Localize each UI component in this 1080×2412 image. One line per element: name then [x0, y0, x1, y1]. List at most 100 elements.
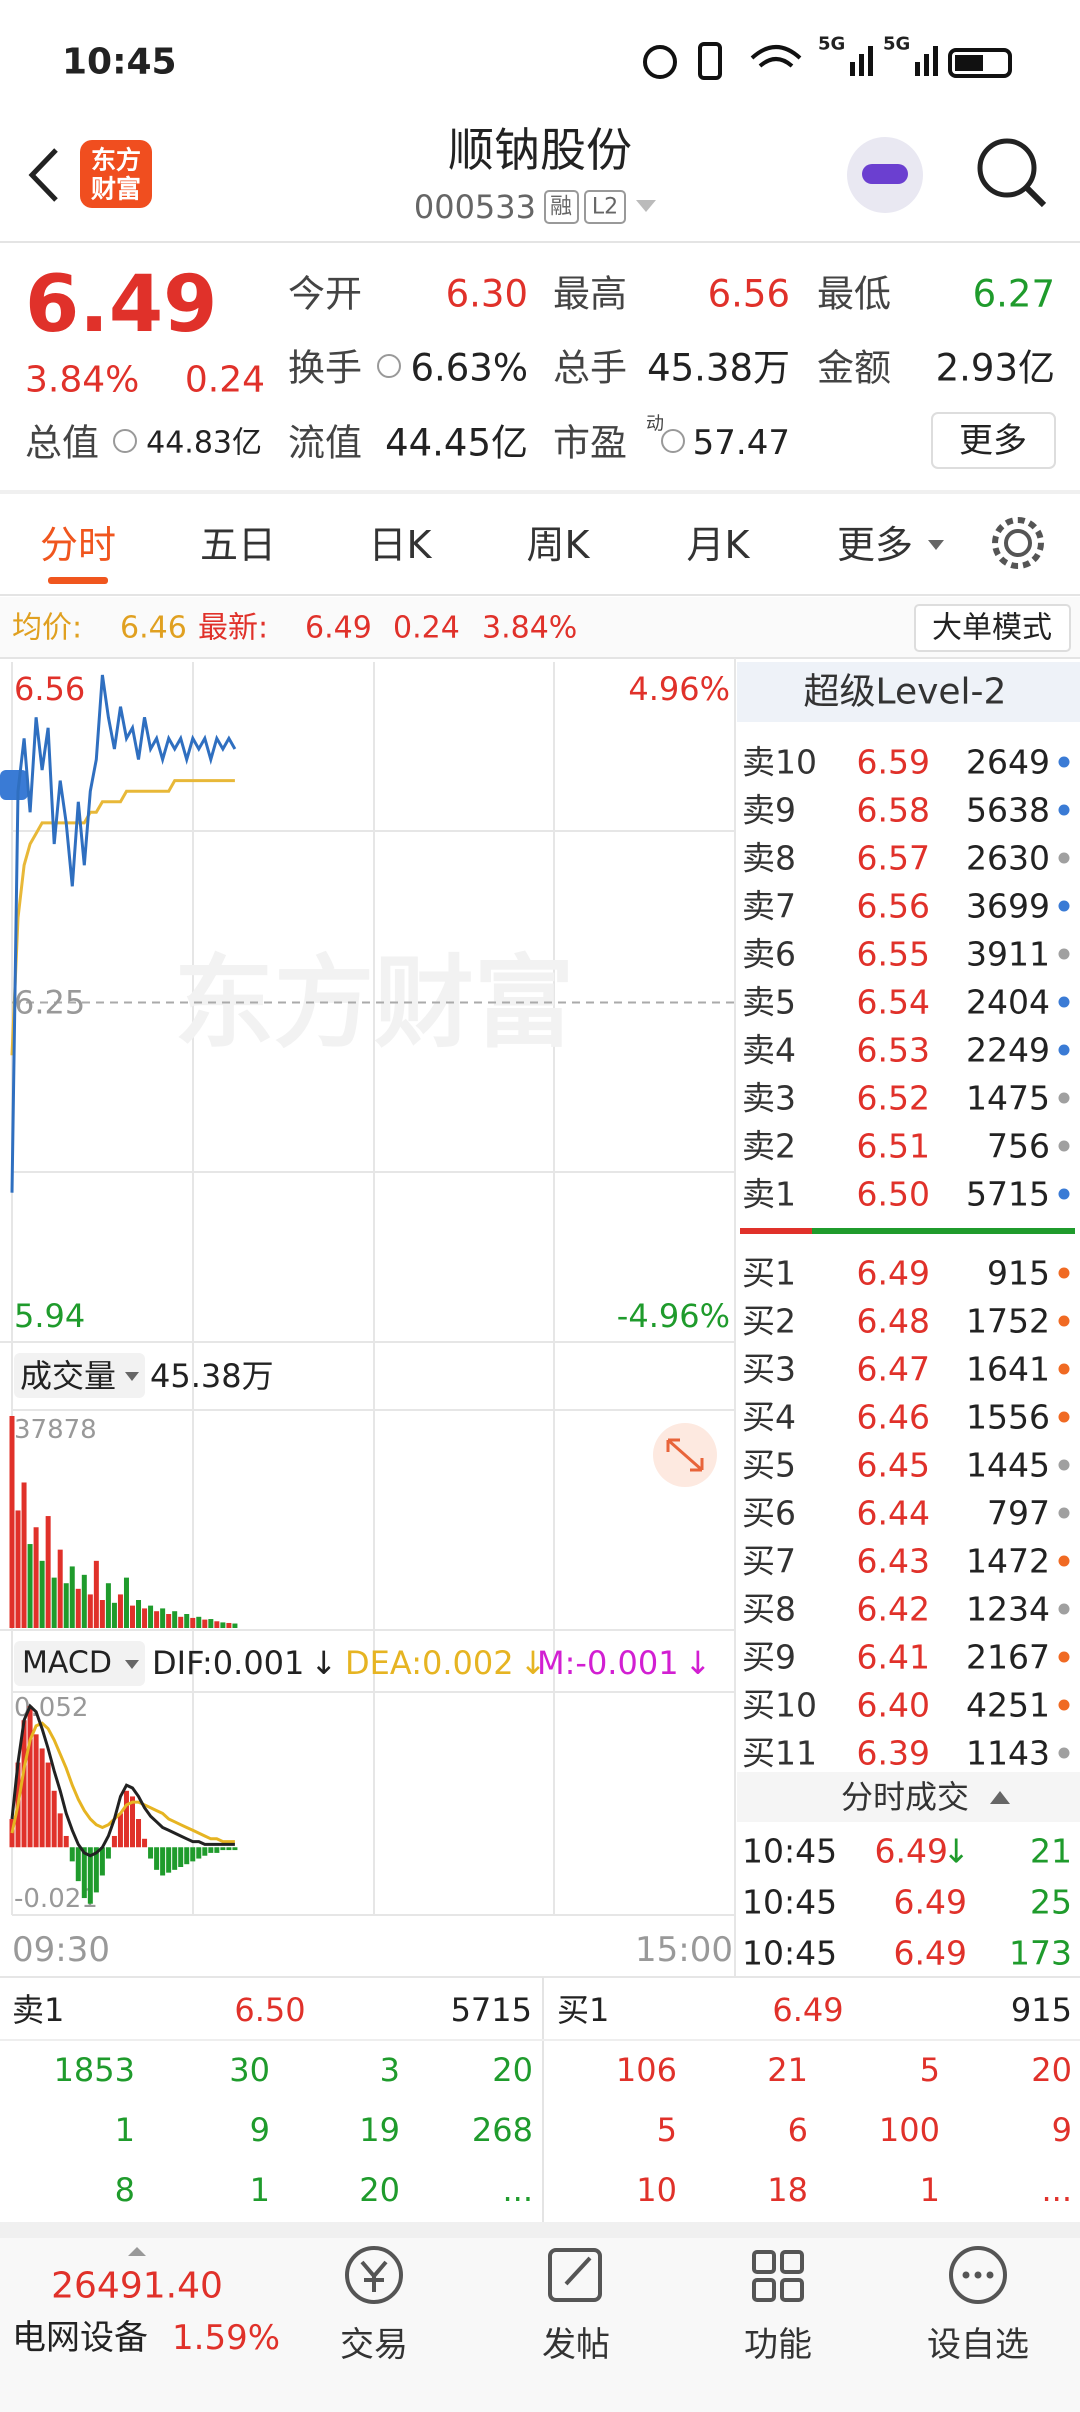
book-label: 买10: [742, 1686, 817, 1725]
info-icon[interactable]: [377, 354, 401, 378]
trade-icon[interactable]: [345, 2246, 403, 2304]
indicator-selector[interactable]: [14, 1641, 145, 1686]
latest-value: 6.49: [305, 611, 372, 646]
macd-bar: [21, 1720, 27, 1848]
volume-bar: [208, 1619, 214, 1628]
mode-button-text[interactable]: 大单模式: [932, 611, 1052, 646]
volume-bar: [214, 1621, 220, 1628]
tab[interactable]: 五日: [200, 523, 276, 567]
volume-bar: [87, 1594, 93, 1628]
macd-bar: [226, 1847, 232, 1851]
volume-bar: [111, 1602, 117, 1628]
tab[interactable]: 更多: [837, 523, 913, 567]
volume-bar: [63, 1583, 69, 1628]
stock-code: 000533: [414, 188, 536, 226]
macd-bar: [99, 1847, 105, 1876]
nav-item[interactable]: 交易: [340, 2325, 408, 2365]
y2-tick-label: 4.96%: [628, 670, 730, 708]
volume-selector-text[interactable]: 成交量: [20, 1357, 116, 1395]
tab[interactable]: 周K: [527, 523, 591, 567]
volume-bar: [232, 1623, 238, 1628]
avg-value: 6.46: [120, 611, 187, 646]
macd-bar: [111, 1835, 117, 1848]
trades-header[interactable]: [737, 1772, 1080, 1822]
macd-bar: [117, 1813, 123, 1848]
book-label: 卖10: [742, 743, 817, 782]
info-icon[interactable]: [113, 429, 137, 453]
book-label: 卖8: [742, 839, 796, 878]
code-dropdown[interactable]: [636, 200, 656, 212]
nav-item[interactable]: 设自选: [927, 2325, 1029, 2365]
level2-header[interactable]: [737, 662, 1080, 722]
signal-bar: [868, 46, 873, 76]
volume-bar: [69, 1566, 75, 1628]
logo-text: 东方: [91, 146, 141, 175]
trade-volume: 173: [1009, 1934, 1072, 1973]
watchlist-icon[interactable]: [949, 2246, 1007, 2304]
back-button[interactable]: [28, 148, 58, 202]
tab[interactable]: 日K: [369, 523, 433, 567]
signal-label: 5G: [883, 34, 910, 55]
tab[interactable]: 分时: [40, 523, 116, 567]
macd-bar: [220, 1847, 226, 1851]
s-badge[interactable]: [0, 770, 28, 800]
pencil: [564, 2256, 592, 2286]
trades-title[interactable]: 分时成交: [841, 1778, 969, 1816]
queue-order: 3: [380, 2051, 400, 2089]
settings-gear: [992, 517, 1044, 569]
macd-bar: [33, 1734, 39, 1848]
price-line: [10, 674, 237, 1193]
signal-bar: [915, 62, 920, 76]
x-tick-label: 15:00: [635, 1930, 733, 1970]
chart-frame: [0, 658, 1080, 1978]
nav-item[interactable]: 发帖: [542, 2325, 610, 2365]
macd-bar: [63, 1835, 69, 1848]
queue-order: 100: [879, 2111, 940, 2149]
macd-bar: [232, 1847, 238, 1851]
book-price: 6.47: [857, 1350, 930, 1389]
nav-item[interactable]: 功能: [744, 2325, 812, 2365]
book-label: 卖4: [742, 1031, 796, 1070]
stat-value: 6.63%: [410, 347, 528, 390]
level2-title[interactable]: 超级Level-2: [804, 672, 1007, 713]
queue-order: 9: [1052, 2111, 1072, 2149]
indicator-selector-text[interactable]: MACD: [22, 1646, 112, 1681]
volume-bar: [184, 1614, 190, 1628]
book-price: 6.39: [857, 1734, 930, 1773]
book-volume: 2249: [966, 1031, 1050, 1070]
search-button[interactable]: [977, 138, 1037, 198]
book-volume: 1234: [966, 1590, 1050, 1629]
post-icon[interactable]: [548, 2248, 602, 2302]
volume-bar: [99, 1600, 105, 1628]
volume-bar: [160, 1608, 166, 1628]
book-label: 买5: [742, 1446, 796, 1485]
latest-change: 0.24: [393, 611, 460, 646]
book-volume: 5715: [451, 1991, 532, 2029]
y-tick-label: 5.94: [14, 1297, 85, 1335]
tab-underline: [48, 577, 108, 584]
volume-bar: [93, 1560, 99, 1628]
stat-value: 6.30: [446, 273, 528, 316]
more-button-text[interactable]: 更多: [959, 421, 1027, 461]
book-volume: 5715: [966, 1175, 1050, 1214]
macd-bar: [190, 1847, 196, 1862]
more-button[interactable]: [931, 412, 1056, 469]
queue-order: 8: [115, 2171, 135, 2209]
settings-button[interactable]: [1004, 529, 1032, 557]
status-icons: [643, 42, 1012, 80]
function-icon[interactable]: [752, 2250, 776, 2274]
macd-bar: [184, 1847, 190, 1865]
macd-bar: [9, 1819, 15, 1848]
info-icon[interactable]: [661, 429, 685, 453]
volume-selector[interactable]: [14, 1353, 145, 1398]
tab[interactable]: 月K: [687, 523, 751, 567]
volume-bar: [45, 1516, 51, 1628]
queue-order: 1853: [54, 2051, 135, 2089]
nav-icons: [345, 2246, 1007, 2304]
book-price: 6.50: [857, 1175, 930, 1214]
index-value[interactable]: 26491.40: [51, 2266, 223, 2307]
trade-time: 10:45: [742, 1934, 837, 1973]
mode-button[interactable]: [914, 604, 1071, 652]
function-cell: [752, 2278, 776, 2302]
book-price: 6.58: [857, 791, 930, 830]
